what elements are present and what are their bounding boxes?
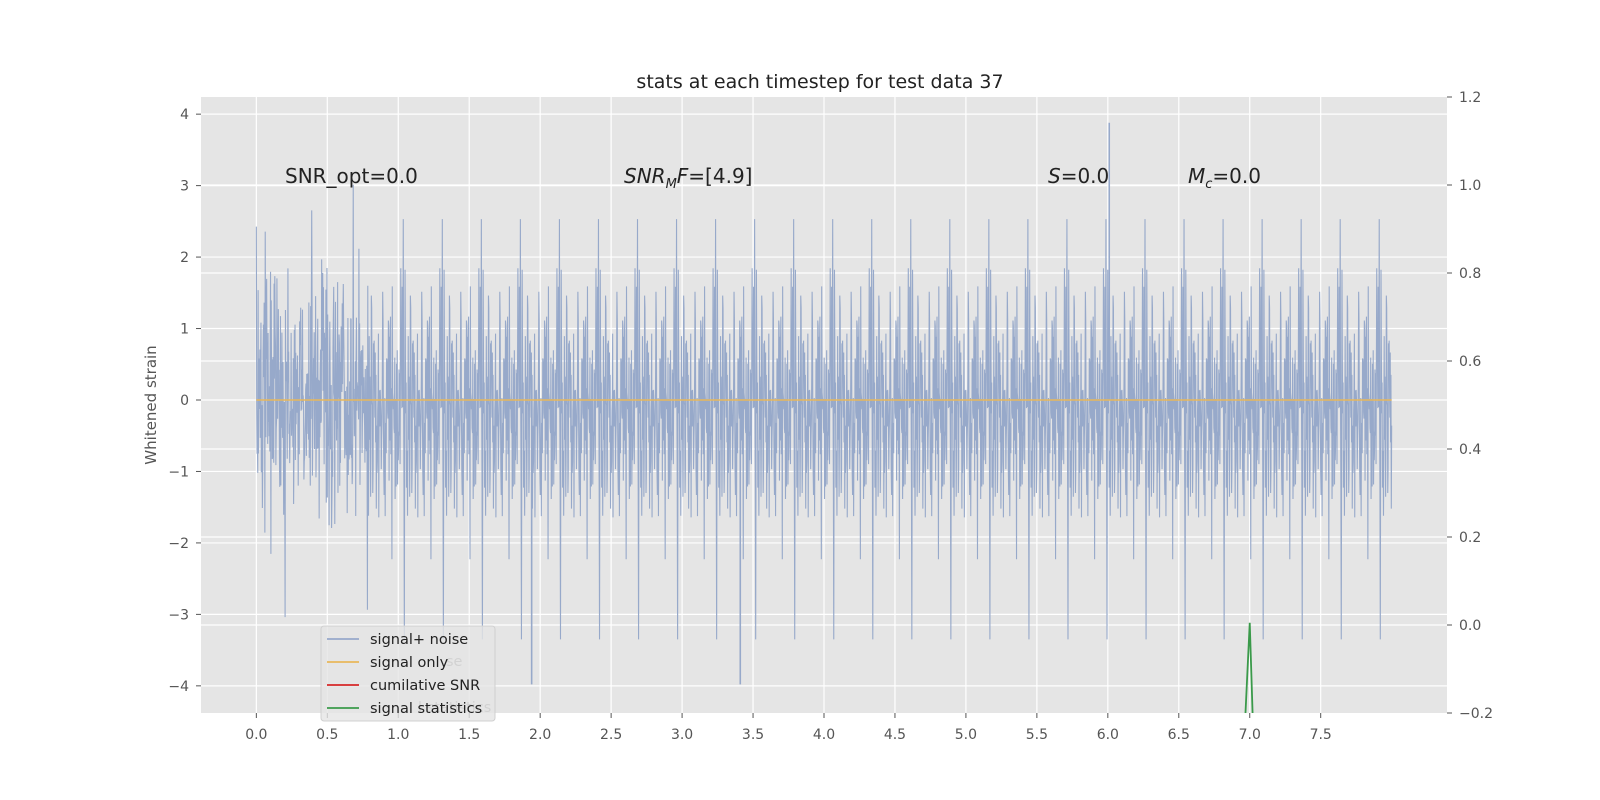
x-tick-label: 3.0	[671, 727, 693, 743]
x-tick-label: 4.5	[884, 727, 906, 743]
annotation-snr-mf-base: SNR	[624, 164, 666, 188]
y-tick-label: 1	[180, 322, 189, 338]
y-tick-label: −1	[168, 464, 189, 480]
y-tick-label: −4	[168, 679, 189, 695]
chart-title: stats at each timestep for test data 37	[636, 71, 1003, 93]
signal-noise-series	[255, 122, 1393, 685]
annotation-snr-mf-mid: F	[677, 164, 689, 188]
x-tick-label: 0.0	[245, 727, 267, 743]
data-series	[256, 399, 1392, 714]
x-tick-label: 4.0	[813, 727, 835, 743]
annotation-snr-mf-sub: M	[666, 177, 677, 192]
signal-noise-line	[255, 184, 1393, 640]
axes: 0.0 0.5 1.0 1.5 2.0 2.5 3.0 3.5 4.0 4.5 5.0 5.5 6.0 6…	[168, 90, 1493, 743]
annotations: SNR_opt=0.0 SNRMF=[4.9] S=0.0 Mc=0.0	[285, 164, 1261, 192]
annotation-mc-base: M	[1188, 164, 1205, 188]
legend-label-signal-statistics: signal statistics	[370, 701, 482, 717]
right-y-tick-label: 1.0	[1459, 178, 1481, 194]
right-y-tick-label: 0.8	[1459, 266, 1481, 282]
annotation-s-base: S	[1048, 164, 1061, 188]
legend-label-signal-only: signal only	[370, 655, 449, 671]
y-tick-label: 2	[180, 250, 189, 266]
right-y-tick-label: 1.2	[1459, 90, 1481, 106]
x-tick-label: 6.5	[1168, 727, 1190, 743]
right-y-tick-label: 0.0	[1459, 618, 1481, 634]
annotation-mc: Mc=0.0	[1188, 164, 1261, 192]
y-axis-label: Whitened strain	[142, 345, 160, 464]
annotation-snr-mf: SNRMF=[4.9]	[624, 164, 752, 192]
y-tick-label: 4	[180, 107, 189, 123]
right-y-tick-label: 0.4	[1459, 442, 1481, 458]
y-tick-label: −2	[168, 536, 189, 552]
x-tick-label: 3.5	[742, 727, 764, 743]
annotation-snr-mf-value: =[4.9]	[688, 164, 752, 188]
y-tick-label: −3	[168, 607, 189, 623]
x-tick-label: 7.0	[1239, 727, 1261, 743]
legend-label-signal-noise: signal+ noise	[370, 632, 468, 648]
x-tick-label: 5.5	[1026, 727, 1048, 743]
x-tick-label: 2.5	[600, 727, 622, 743]
x-tick-label: 5.0	[955, 727, 977, 743]
y-tick-label: 3	[180, 179, 189, 195]
right-y-tick-label: −0.2	[1459, 706, 1493, 722]
right-y-tick-label: 0.6	[1459, 354, 1481, 370]
x-tick-label: 2.0	[529, 727, 551, 743]
legend-ghost-text-1: se	[446, 654, 463, 670]
signal-statistics-line	[1244, 622, 1254, 714]
x-tick-label: 6.0	[1097, 727, 1119, 743]
annotation-mc-sub: c	[1205, 177, 1212, 192]
legend-box	[320, 625, 496, 722]
legend-ghost-text-2: l statistics	[418, 700, 491, 716]
y-tick-label: 0	[180, 393, 189, 409]
annotation-s-value: =0.0	[1061, 164, 1110, 188]
x-tick-label: 0.5	[316, 727, 338, 743]
x-tick-label: 1.5	[458, 727, 480, 743]
right-y-tick-label: 0.2	[1459, 530, 1481, 546]
annotation-mc-value: =0.0	[1212, 164, 1261, 188]
x-tick-label: 7.5	[1310, 727, 1332, 743]
x-tick-label: 1.0	[387, 727, 409, 743]
annotation-s: S=0.0	[1048, 164, 1109, 188]
annotation-snr-opt: SNR_opt=0.0	[285, 164, 418, 188]
legend-label-cumulative-snr: cumilative SNR	[370, 678, 480, 694]
legend: se l statistics signal+ noise signal onl…	[320, 625, 496, 722]
